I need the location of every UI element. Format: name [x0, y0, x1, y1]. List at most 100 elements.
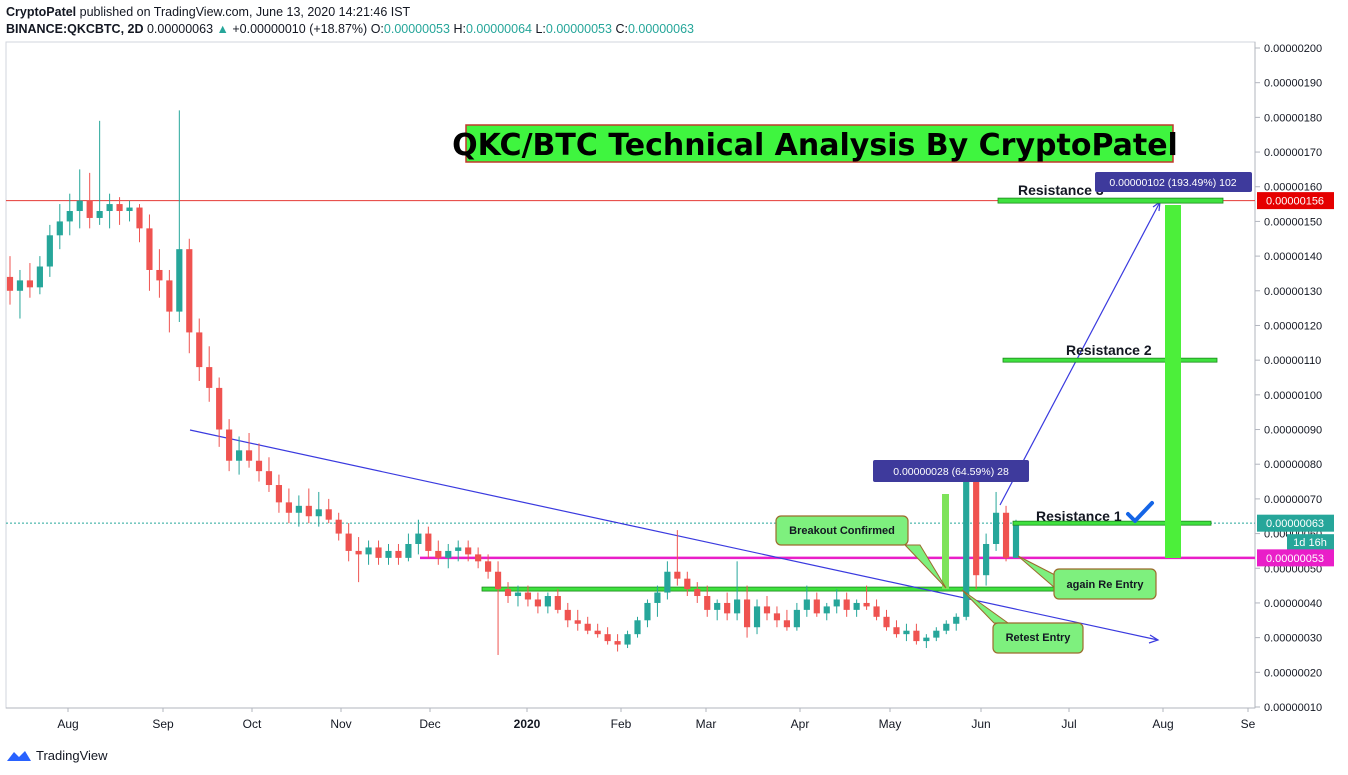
candle-body[interactable] — [634, 620, 641, 635]
candle-body[interactable] — [365, 547, 372, 555]
candle-body[interactable] — [604, 634, 611, 642]
candle-body[interactable] — [136, 207, 143, 229]
breakout-callout[interactable]: Breakout Confirmed — [775, 515, 947, 589]
candle-body[interactable] — [494, 571, 502, 590]
candle-body[interactable] — [923, 637, 930, 642]
candle-body[interactable] — [743, 599, 751, 628]
candle-body[interactable] — [903, 630, 910, 635]
candle-body[interactable] — [196, 332, 203, 368]
candle-body[interactable] — [694, 589, 701, 597]
candle-body[interactable] — [654, 592, 661, 603]
candle-body[interactable] — [255, 460, 263, 472]
candle-body[interactable] — [684, 578, 691, 590]
candle-body[interactable] — [415, 533, 422, 544]
small-measure-bar[interactable] — [942, 494, 949, 589]
candle-body[interactable] — [933, 630, 940, 638]
candle-body[interactable] — [96, 211, 103, 218]
candle-body[interactable] — [66, 211, 73, 222]
candle-body[interactable] — [554, 596, 561, 610]
candle-body[interactable] — [36, 266, 43, 288]
author-name[interactable]: CryptoPatel — [6, 5, 77, 19]
candle-body[interactable] — [236, 450, 243, 461]
candle-body[interactable] — [893, 627, 900, 635]
candle-body[interactable] — [992, 512, 1000, 544]
candle-body[interactable] — [106, 204, 113, 212]
reentry-callout[interactable]: again Re Entry — [1017, 555, 1157, 600]
candle-body[interactable] — [465, 547, 472, 555]
big-measure-bar[interactable] — [1165, 205, 1181, 558]
symbol-label[interactable]: BINANCE:QKCBTC, 2D — [6, 22, 144, 36]
candle-body[interactable] — [873, 606, 880, 617]
candle-body[interactable] — [405, 543, 412, 558]
candle-body[interactable] — [833, 599, 840, 607]
candle-body[interactable] — [166, 280, 173, 312]
candle-body[interactable] — [584, 623, 591, 631]
candle-body[interactable] — [504, 589, 512, 597]
candle-body[interactable] — [146, 228, 153, 270]
candle-body[interactable] — [475, 554, 482, 562]
candle-body[interactable] — [156, 269, 163, 281]
candle-body[interactable] — [953, 616, 960, 624]
candle-body[interactable] — [704, 596, 711, 610]
resistance-2-bar[interactable] — [1002, 357, 1218, 363]
candle-body[interactable] — [395, 550, 402, 558]
candle-body[interactable] — [813, 599, 820, 614]
resistance-3-bar[interactable] — [997, 197, 1224, 204]
candle-body[interactable] — [574, 620, 581, 624]
candle-body[interactable] — [305, 505, 312, 517]
candle-body[interactable] — [803, 599, 810, 610]
candle-body[interactable] — [285, 502, 292, 513]
projection-line[interactable] — [999, 201, 1161, 506]
candle-body[interactable] — [46, 235, 53, 267]
candle-body[interactable] — [315, 509, 322, 517]
candle-body[interactable] — [664, 571, 671, 593]
candle-body[interactable] — [783, 620, 790, 628]
candle-body[interactable] — [624, 634, 631, 645]
candle-body[interactable] — [126, 207, 133, 212]
candle-body[interactable] — [385, 550, 392, 558]
candle-body[interactable] — [345, 533, 352, 551]
candle-body[interactable] — [86, 200, 93, 218]
candle-body[interactable] — [335, 519, 342, 534]
candle-body[interactable] — [455, 547, 462, 551]
candle-body[interactable] — [514, 592, 522, 597]
price-chart[interactable]: 0.00000010 0.00000020 0.00000030 0.00000040… — [0, 0, 1348, 745]
candle-body[interactable] — [445, 550, 452, 558]
candle-body[interactable] — [763, 606, 771, 614]
candle-body[interactable] — [823, 606, 830, 614]
candle-body[interactable] — [176, 249, 183, 312]
candle-body[interactable] — [355, 550, 362, 555]
candle-body[interactable] — [56, 221, 63, 236]
candle-body[interactable] — [973, 481, 980, 576]
time-axis[interactable]: Aug Sep Oct Nov Dec 2020 Feb Mar Apr May Jun Jul Aug… — [57, 708, 1256, 731]
candle-body[interactable] — [275, 485, 283, 503]
candle-body[interactable] — [16, 280, 24, 291]
candle-body[interactable] — [534, 599, 541, 607]
candle-body[interactable] — [216, 387, 223, 430]
candle-body[interactable] — [853, 602, 860, 610]
candle-body[interactable] — [883, 616, 890, 628]
candle-body[interactable] — [186, 249, 193, 333]
candle-body[interactable] — [425, 533, 432, 551]
footer-brand[interactable]: TradingView — [36, 748, 108, 763]
candle-body[interactable] — [375, 547, 382, 558]
candle-body[interactable] — [435, 550, 442, 558]
candle-body[interactable] — [1012, 523, 1020, 558]
candle-body[interactable] — [6, 276, 14, 291]
candle-body[interactable] — [983, 543, 990, 576]
candle-body[interactable] — [265, 471, 273, 486]
price-axis[interactable]: 0.00000010 0.00000020 0.00000030 0.00000040… — [1255, 43, 1322, 714]
candle-body[interactable] — [714, 602, 721, 610]
candle-body[interactable] — [614, 641, 621, 645]
candle-body[interactable] — [325, 509, 332, 520]
candle-body[interactable] — [564, 609, 571, 621]
candle-body[interactable] — [1002, 512, 1010, 558]
candle-body[interactable] — [485, 561, 492, 572]
candle-body[interactable] — [913, 630, 920, 642]
candle-body[interactable] — [724, 602, 731, 614]
candle-body[interactable] — [544, 596, 551, 607]
candle-body[interactable] — [943, 623, 950, 631]
candle-body[interactable] — [773, 613, 781, 621]
candle-body[interactable] — [26, 280, 34, 288]
candle-body[interactable] — [753, 606, 761, 628]
